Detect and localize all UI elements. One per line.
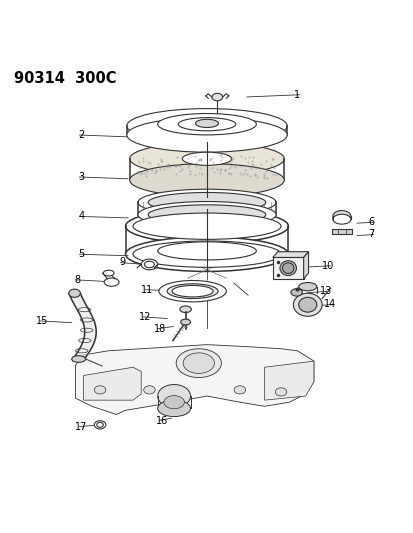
Text: 16: 16 xyxy=(155,416,168,426)
Text: 14: 14 xyxy=(323,300,336,309)
Text: 17: 17 xyxy=(75,422,88,432)
Ellipse shape xyxy=(129,142,284,175)
Ellipse shape xyxy=(282,263,293,273)
Bar xyxy=(331,229,351,235)
Text: 90314  300C: 90314 300C xyxy=(14,71,116,86)
Polygon shape xyxy=(75,345,313,415)
Ellipse shape xyxy=(195,119,218,127)
Ellipse shape xyxy=(157,400,190,417)
Ellipse shape xyxy=(176,349,221,377)
Ellipse shape xyxy=(298,297,316,312)
Polygon shape xyxy=(264,361,313,400)
Ellipse shape xyxy=(126,118,287,152)
Ellipse shape xyxy=(164,395,184,409)
Text: 11: 11 xyxy=(141,285,153,295)
Text: 2: 2 xyxy=(78,130,85,140)
Text: 6: 6 xyxy=(368,217,374,227)
Ellipse shape xyxy=(159,280,226,302)
Ellipse shape xyxy=(290,289,301,296)
Ellipse shape xyxy=(94,386,106,394)
Ellipse shape xyxy=(157,242,256,260)
Bar xyxy=(272,257,303,279)
Text: 5: 5 xyxy=(78,249,85,259)
Ellipse shape xyxy=(180,319,190,325)
Text: 12: 12 xyxy=(139,312,151,322)
Ellipse shape xyxy=(211,93,222,101)
Ellipse shape xyxy=(133,241,280,268)
Polygon shape xyxy=(83,367,141,400)
Ellipse shape xyxy=(129,164,284,197)
Ellipse shape xyxy=(125,237,288,271)
Ellipse shape xyxy=(332,214,350,224)
Ellipse shape xyxy=(157,114,256,135)
Ellipse shape xyxy=(144,261,154,268)
Text: 3: 3 xyxy=(78,172,84,182)
Ellipse shape xyxy=(332,211,350,222)
Ellipse shape xyxy=(279,261,296,276)
Text: 8: 8 xyxy=(74,274,81,285)
Ellipse shape xyxy=(69,289,80,297)
Ellipse shape xyxy=(167,284,218,298)
Ellipse shape xyxy=(157,384,190,408)
Polygon shape xyxy=(303,252,308,279)
Text: 4: 4 xyxy=(78,211,84,221)
Text: 9: 9 xyxy=(119,257,126,268)
Ellipse shape xyxy=(141,259,157,270)
Ellipse shape xyxy=(234,386,245,394)
Ellipse shape xyxy=(148,192,265,212)
Ellipse shape xyxy=(178,118,235,131)
Ellipse shape xyxy=(94,421,106,429)
Ellipse shape xyxy=(133,213,280,239)
Ellipse shape xyxy=(125,209,288,244)
Text: 13: 13 xyxy=(319,286,332,296)
Ellipse shape xyxy=(138,189,275,215)
Text: 1: 1 xyxy=(294,90,300,100)
Ellipse shape xyxy=(182,152,231,165)
Ellipse shape xyxy=(298,282,316,291)
Ellipse shape xyxy=(183,353,214,374)
Ellipse shape xyxy=(143,386,155,394)
Ellipse shape xyxy=(103,270,114,276)
Ellipse shape xyxy=(179,306,191,312)
Ellipse shape xyxy=(275,388,286,396)
Text: 15: 15 xyxy=(36,316,49,326)
Ellipse shape xyxy=(138,201,275,228)
Ellipse shape xyxy=(126,109,287,143)
Ellipse shape xyxy=(104,278,119,286)
Ellipse shape xyxy=(148,205,265,224)
Text: 10: 10 xyxy=(321,261,334,271)
Text: 7: 7 xyxy=(368,229,374,239)
Ellipse shape xyxy=(71,356,85,362)
Text: 18: 18 xyxy=(153,324,166,334)
Ellipse shape xyxy=(172,285,213,297)
Ellipse shape xyxy=(293,293,321,316)
Ellipse shape xyxy=(97,422,103,427)
Polygon shape xyxy=(272,252,308,257)
